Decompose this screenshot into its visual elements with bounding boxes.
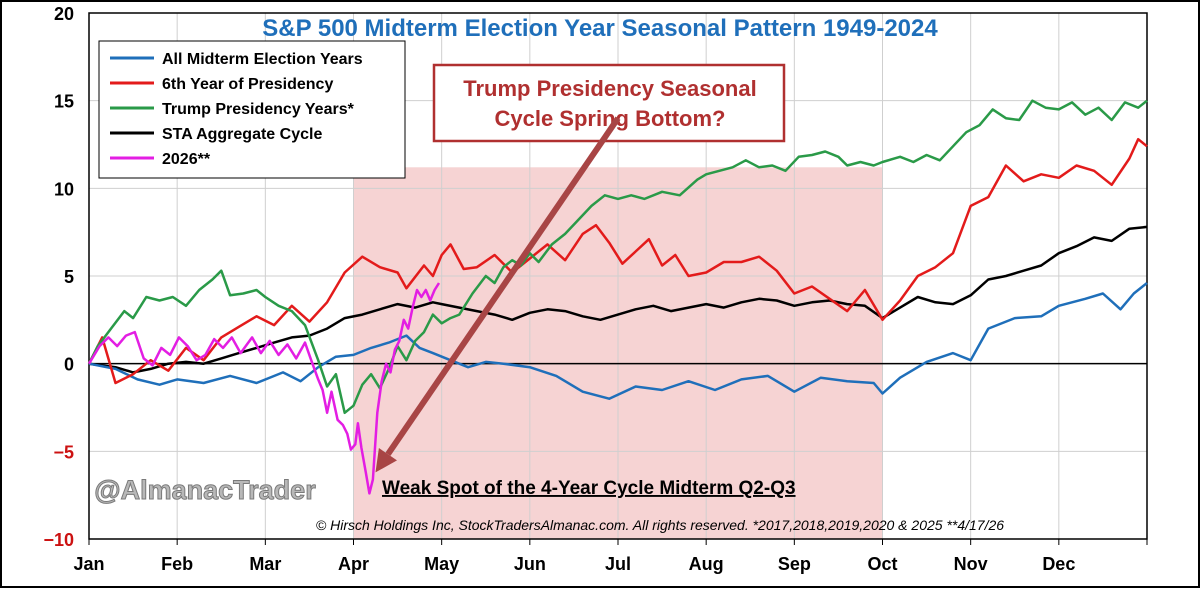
series-line-3 — [88, 225, 1148, 374]
x-tick-label: Dec — [1042, 554, 1075, 574]
arrow-layer — [375, 116, 621, 473]
legend-label: Trump Presidency Years* — [162, 101, 355, 118]
x-tick-label: Oct — [867, 554, 897, 574]
annotation-box-line-1: Trump Presidency Seasonal — [463, 76, 756, 101]
x-tick-label: Mar — [249, 554, 281, 574]
series-line-2 — [87, 99, 1148, 415]
y-tick-label: 10 — [54, 179, 74, 199]
y-tick-label: 15 — [54, 92, 74, 112]
watermark: @AlmanacTrader — [94, 475, 316, 505]
x-tick-label: Apr — [338, 554, 369, 574]
legend-label: All Midterm Election Years — [162, 51, 363, 68]
arrow-head — [375, 448, 397, 473]
weak-spot-label: Weak Spot of the 4-Year Cycle Midterm Q2… — [382, 478, 796, 499]
legend: All Midterm Election Years 6th Year of Pr… — [98, 40, 406, 179]
legend-label: STA Aggregate Cycle — [162, 126, 322, 143]
x-tick-label: Jul — [605, 554, 631, 574]
legend-label: 6th Year of Presidency — [162, 76, 333, 93]
y-tick-label: 0 — [64, 355, 74, 375]
y-tick-labels: −10 −5 0 5 10 15 20 — [43, 4, 74, 550]
x-tick-label: May — [424, 554, 459, 574]
y-tick-label: 20 — [54, 4, 74, 24]
x-tick-label: Aug — [689, 554, 724, 574]
legend-entries: All Midterm Election Years 6th Year of Pr… — [110, 51, 363, 168]
series-line-1 — [87, 137, 1148, 385]
x-tick-label: Jan — [73, 554, 104, 574]
y-tick-label: 5 — [64, 267, 74, 287]
series-line-0 — [88, 282, 1148, 400]
y-tick-label: −10 — [43, 530, 74, 550]
series-layer — [87, 99, 1148, 495]
arrow-shaft — [385, 116, 621, 456]
copyright-note: © Hirsch Holdings Inc, StockTradersAlman… — [316, 517, 1004, 533]
plot-border — [88, 12, 1148, 540]
x-tick-label: Sep — [778, 554, 811, 574]
legend-label: 2026** — [162, 151, 211, 168]
y-tick-label: −5 — [53, 442, 74, 462]
x-tick-label: Feb — [161, 554, 193, 574]
chart-title: S&P 500 Midterm Election Year Seasonal P… — [262, 15, 938, 42]
x-tick-label: Nov — [954, 554, 988, 574]
x-tick-labels: Jan Feb Mar Apr May Jun Jul Aug Sep Oct Nov Dec — [73, 554, 1075, 574]
x-tick-label: Jun — [514, 554, 546, 574]
series-line-4 — [87, 282, 441, 495]
